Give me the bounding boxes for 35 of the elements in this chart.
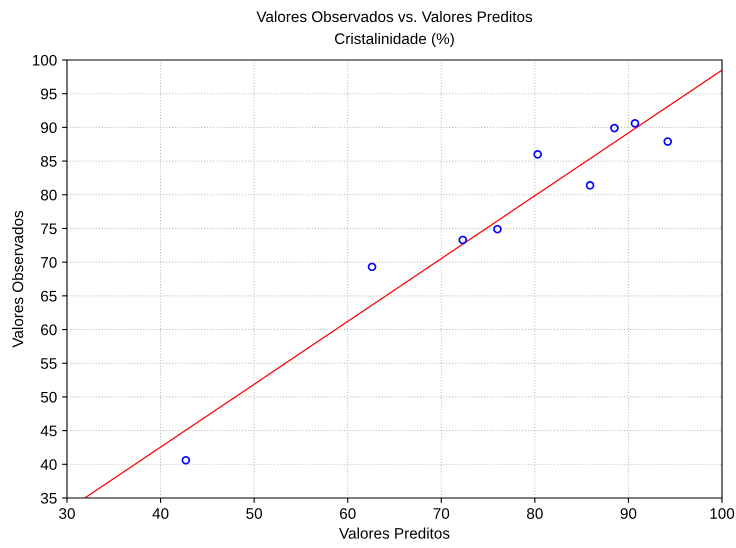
y-tick-label: 35 [40,492,57,504]
y-tick-label: 95 [41,88,57,100]
y-tick-label: 75 [41,223,57,234]
point [368,262,376,272]
point [586,181,594,190]
y-tick-label: 45 [40,426,57,436]
y-tick-label: 55 [40,358,57,369]
chart-subtitle: Cristalinidade (%) [334,32,454,48]
y-tick-label: 40 [40,459,57,470]
y-tick-label: 80 [40,190,57,200]
y-tick-label: 70 [41,257,57,268]
x-tick-label: 60 [340,508,356,519]
y-tick-label: 100 [32,54,57,66]
x-tick-label: 30 [59,508,75,519]
y-tick-label: 65 [41,290,57,302]
x-tick-label: 80 [527,508,543,519]
point [533,150,542,159]
y-tick-label: 85 [40,156,57,167]
x-tick-label: 40 [152,508,168,519]
y-tick-label: 60 [41,324,57,336]
point [493,224,502,234]
point [458,236,468,244]
y-tick-label: 90 [41,122,57,134]
x-axis-title: Valores Preditos [339,528,450,539]
point [182,456,190,465]
point [610,124,619,132]
y-tick-label: 50 [40,392,57,403]
x-tick-label: 100 [710,508,734,519]
point [630,119,640,128]
chart-title: Valores Observados vs. Valores Preditos [256,10,532,22]
x-tick-label: 50 [246,508,262,519]
y-axis-title: Valores Observados [12,210,24,348]
point [663,137,672,146]
x-tick-label: 90 [620,508,636,519]
x-tick-label: 70 [434,508,450,519]
